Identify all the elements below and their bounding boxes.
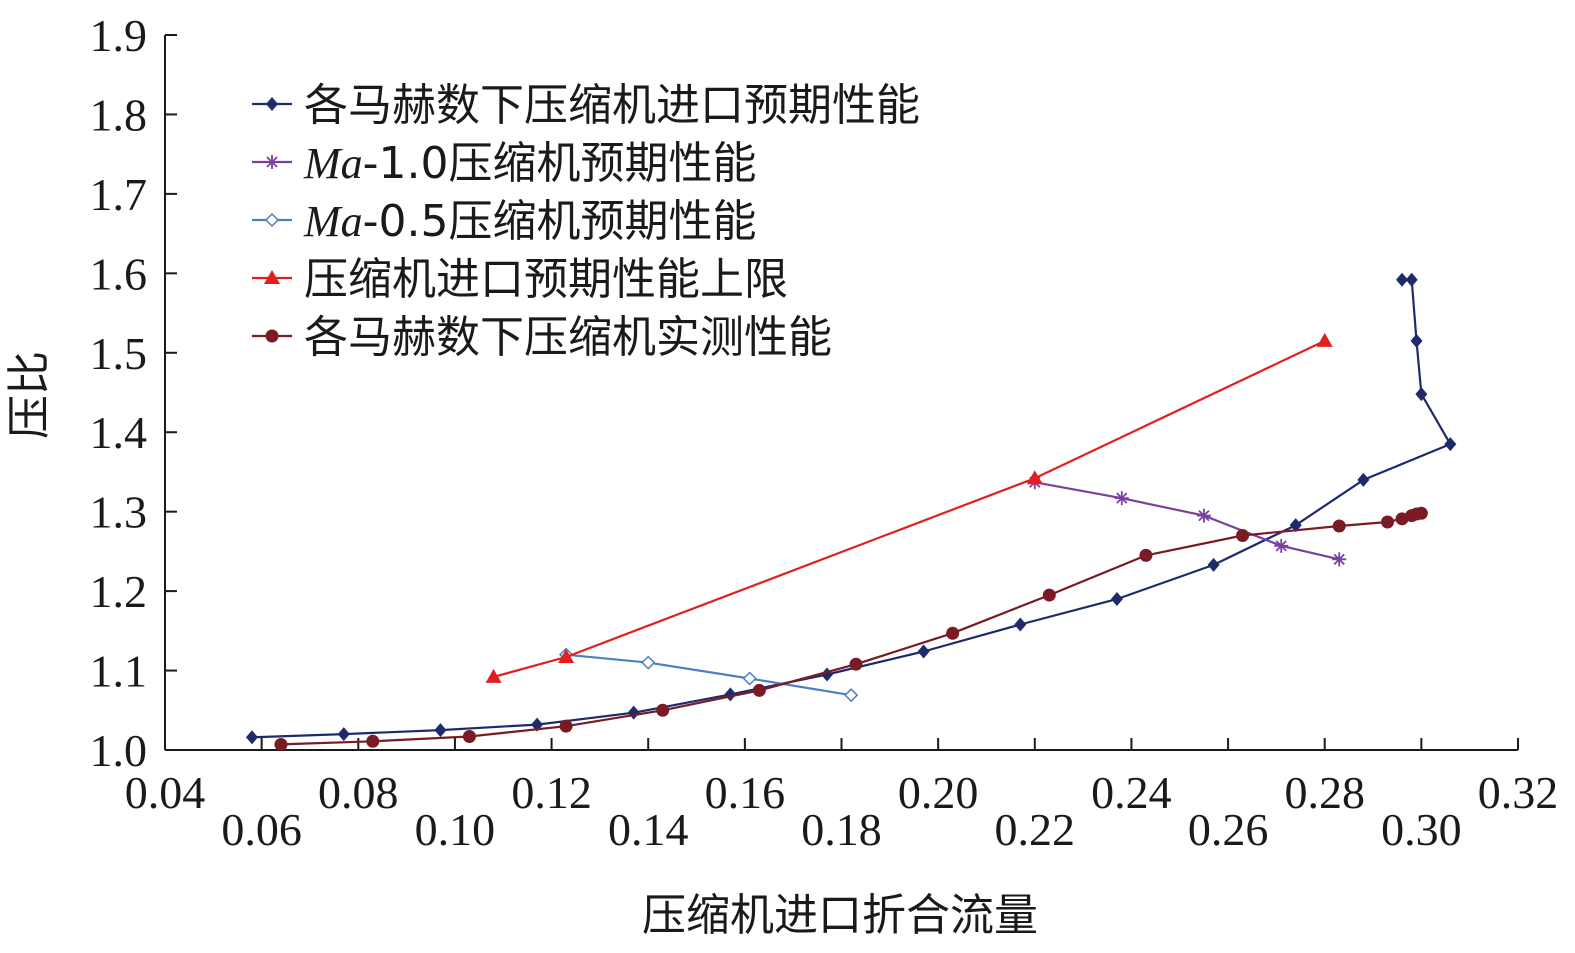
data-point — [1396, 272, 1409, 287]
data-point — [1274, 538, 1289, 553]
data-point — [559, 719, 573, 733]
data-point — [1289, 518, 1302, 533]
legend-label: 压缩机进口预期性能上限 — [304, 254, 788, 305]
x-tick-label-lower: 0.14 — [608, 804, 689, 855]
y-axis-title: 压比 — [4, 351, 55, 439]
data-point — [627, 705, 640, 720]
data-point — [1332, 552, 1347, 567]
data-point — [1316, 332, 1333, 347]
legend-item: 各马赫数下压缩机进口预期性能 — [252, 80, 920, 131]
data-point — [1139, 548, 1153, 562]
y-tick-label: 1.8 — [90, 89, 148, 140]
axes: 1.0 1.1 1.2 1.3 1.4 1.5 1.6 1.7 1.8 1.9 0.04 0.08 0.… — [90, 10, 1559, 855]
y-tick-label: 1.5 — [90, 328, 148, 379]
series-5 — [274, 506, 1428, 751]
y-tick-label: 1.6 — [90, 248, 148, 299]
legend-item: Ma-0.5压缩机预期性能 — [252, 196, 757, 247]
legend-label: Ma-1.0压缩机预期性能 — [303, 138, 757, 189]
data-point — [1196, 508, 1211, 523]
data-point — [849, 657, 863, 671]
data-point — [558, 649, 575, 664]
legend-item: 各马赫数下压缩机实测性能 — [252, 312, 832, 363]
data-point — [245, 730, 258, 745]
series-4 — [485, 332, 1333, 683]
legend-label: Ma-0.5压缩机预期性能 — [303, 196, 757, 247]
legend-marker — [265, 329, 279, 343]
data-point — [485, 668, 502, 683]
series-2 — [1027, 475, 1347, 567]
x-tick-label-upper: 0.24 — [1091, 767, 1172, 818]
data-point — [641, 655, 656, 670]
data-point — [1236, 529, 1250, 542]
x-tick-label-upper: 0.12 — [511, 767, 592, 818]
series-layer — [245, 272, 1457, 751]
x-tick-label-upper: 0.20 — [898, 767, 979, 818]
x-tick-label-lower: 0.26 — [1188, 804, 1269, 855]
legend-marker — [266, 97, 278, 111]
data-point — [821, 667, 834, 682]
data-point — [1332, 519, 1346, 533]
x-tick-label-upper: 0.16 — [705, 767, 786, 818]
data-point — [1414, 506, 1428, 520]
y-tick-label: 1.1 — [90, 646, 148, 697]
data-point — [1410, 333, 1423, 348]
x-tick-label-upper: 0.04 — [125, 767, 206, 818]
legend-label: 各马赫数下压缩机实测性能 — [304, 312, 832, 363]
data-point — [742, 671, 757, 686]
data-point — [1444, 437, 1457, 452]
x-tick-label-lower: 0.22 — [995, 804, 1076, 855]
y-tick-label: 1.2 — [90, 566, 148, 617]
legend-label: 各马赫数下压缩机进口预期性能 — [304, 80, 920, 131]
y-tick-label: 1.9 — [90, 10, 148, 61]
legend-item: Ma-1.0压缩机预期性能 — [252, 138, 757, 189]
data-point — [656, 703, 670, 717]
data-point — [1042, 588, 1056, 602]
data-point — [366, 734, 380, 748]
data-point — [917, 644, 930, 659]
data-point — [946, 626, 960, 640]
data-point — [844, 688, 859, 703]
x-tick-label-lower: 0.18 — [801, 804, 882, 855]
data-point — [1415, 387, 1428, 402]
legend-marker — [264, 270, 280, 284]
y-tick-label: 1.0 — [90, 725, 148, 776]
x-tick-label-lower: 0.06 — [221, 804, 302, 855]
data-point — [434, 723, 447, 738]
data-point — [1381, 515, 1395, 529]
data-point — [1026, 470, 1043, 485]
data-point — [1207, 557, 1220, 572]
legend: 各马赫数下压缩机进口预期性能 Ma-1.0压缩机预期性能 Ma-0.5压缩机预期性能… — [252, 80, 920, 363]
data-point — [1357, 472, 1370, 487]
x-tick-label-upper: 0.08 — [318, 767, 399, 818]
series-line — [251, 278, 1452, 739]
series-line — [493, 339, 1326, 678]
data-point — [1110, 592, 1123, 607]
data-point — [1114, 491, 1129, 506]
y-tick-label: 1.3 — [90, 487, 148, 538]
data-point — [337, 727, 350, 742]
data-point — [274, 737, 288, 751]
data-point — [462, 729, 476, 743]
x-tick-label-lower: 0.10 — [415, 804, 496, 855]
legend-marker — [265, 155, 279, 169]
data-point — [752, 683, 766, 697]
y-tick-label: 1.7 — [90, 169, 148, 220]
data-point — [1405, 272, 1418, 287]
x-tick-label-upper: 0.28 — [1284, 767, 1365, 818]
y-tick-label: 1.4 — [90, 407, 148, 458]
x-tick-label-lower: 0.30 — [1381, 804, 1462, 855]
x-tick-label-upper: 0.32 — [1478, 767, 1559, 818]
legend-item: 压缩机进口预期性能上限 — [252, 254, 788, 305]
x-axis-title: 压缩机进口折合流量 — [642, 890, 1038, 941]
legend-marker — [264, 212, 280, 228]
data-point — [1014, 617, 1027, 632]
series-line — [565, 653, 852, 697]
